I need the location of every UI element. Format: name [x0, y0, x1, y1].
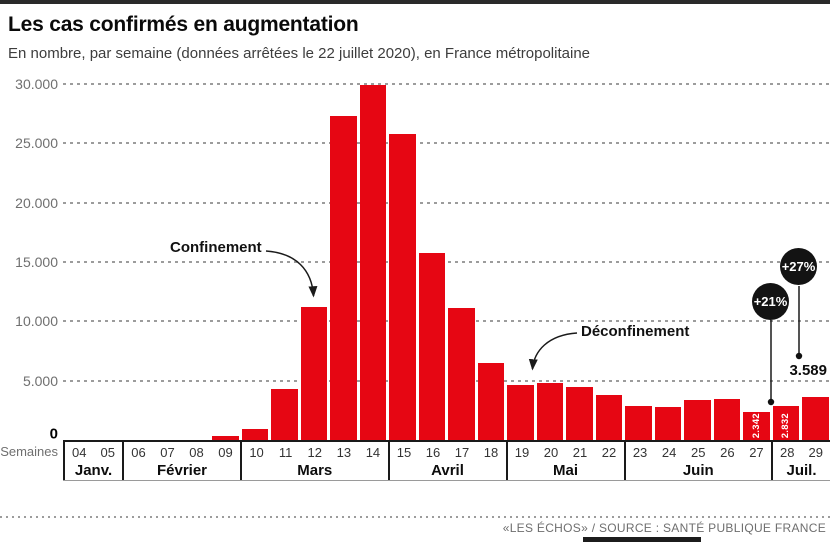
month-label: Janv. [74, 462, 113, 479]
week-tick-label: 08 [189, 445, 204, 460]
week-tick-label: 07 [160, 445, 175, 460]
x-axis-band: 04 05 Janv. 06 07 08 09 Février 10 11 12 13 14 Mars 15… [63, 440, 830, 481]
month-group-avril: 15 16 17 18 Avril [387, 442, 506, 480]
month-label: Juin [682, 462, 714, 479]
bar-week-13 [330, 116, 357, 440]
bar-week-17 [448, 308, 475, 440]
page-subtitle: En nombre, par semaine (données arrêtées… [8, 45, 590, 62]
bar-value-label-week-28: 2.832 [780, 412, 791, 438]
week-tick-label: 14 [365, 445, 381, 460]
bar-week-27: 2.342 [743, 412, 770, 440]
y-tick-label-5000: 5.000 [22, 372, 58, 389]
week-tick-label: 10 [249, 445, 264, 460]
bar-week-26 [713, 399, 740, 440]
confinement-annotation: Confinement [170, 239, 262, 256]
bar-week-18 [477, 362, 504, 440]
week-tick-label: 15 [396, 445, 412, 460]
week-tick-label: 21 [572, 445, 588, 460]
bar-week-12 [300, 307, 327, 440]
footer-divider [0, 516, 830, 518]
confinement-arrow [265, 250, 318, 298]
month-label: Février [156, 462, 208, 479]
gridline-5000 [63, 379, 830, 382]
month-group-juil: 28 29 Juil. [771, 442, 830, 480]
pct-change-badge-week28: +21% [752, 283, 789, 320]
week-tick-label: 06 [131, 445, 146, 460]
pct27-pointer-dot [795, 352, 803, 360]
y-tick-label-30000: 30.000 [15, 76, 58, 92]
bar-week-09 [212, 436, 239, 440]
y-tick-label-20000: 20.000 [15, 194, 58, 211]
bar-week-14 [359, 85, 386, 440]
bar-value-label-week-27: 2.342 [750, 412, 762, 438]
month-label: Juil. [786, 462, 817, 479]
page-title: Les cas confirmés en augmentation [8, 13, 359, 36]
week-tick-label: 13 [336, 445, 352, 460]
gridline-25000 [63, 142, 830, 145]
month-label: Avril [431, 462, 464, 479]
top-border-strip [0, 0, 830, 4]
bar-week-19 [507, 385, 534, 440]
month-group-janv: 04 05 Janv. [63, 442, 122, 480]
week-tick-label: 23 [632, 445, 648, 460]
deconfinement-annotation: Déconfinement [581, 323, 690, 340]
y-tick-label-15000: 15.000 [15, 254, 58, 270]
week-tick-label: 17 [454, 445, 470, 460]
gridline-15000 [63, 261, 830, 263]
week-tick-label: 04 [72, 445, 87, 460]
week-tick-label: 16 [425, 445, 441, 460]
week-tick-label: 19 [514, 445, 530, 460]
bar-week-20 [536, 383, 563, 440]
gridline-10000 [63, 320, 830, 323]
bar-week-15 [389, 133, 416, 440]
week-tick-label: 27 [749, 445, 764, 460]
month-label: Mai [552, 462, 578, 479]
week-tick-label: 12 [307, 445, 322, 460]
month-label: Mars [297, 462, 333, 479]
deconfinement-arrow [528, 332, 578, 371]
last-value-label: 3.589 [789, 362, 827, 379]
bar-week-25 [684, 400, 711, 440]
week-tick-label: 05 [100, 445, 115, 460]
week-tick-label: 22 [601, 445, 617, 460]
source-credit: «LES ÉCHOS» / SOURCE : SANTÉ PUBLIQUE FR… [502, 521, 826, 535]
week-tick-label: 29 [808, 445, 823, 460]
week-tick-label: 28 [780, 445, 795, 460]
bar-week-23 [625, 405, 652, 440]
pct21-pointer-dot [767, 398, 775, 406]
bar-week-29 [802, 397, 829, 440]
bottom-cropped-strip [583, 537, 701, 542]
week-tick-label: 26 [720, 445, 735, 460]
y-tick-label-25000: 25.000 [15, 135, 58, 152]
month-group-juin: 23 24 25 26 27 Juin [623, 442, 772, 480]
bar-week-22 [595, 394, 622, 440]
month-group-mars: 10 11 12 13 14 Mars [240, 442, 388, 480]
month-group-fvrier: 06 07 08 09 Février [122, 442, 240, 480]
bar-week-21 [566, 387, 593, 440]
pct-change-badge-week29: +27% [780, 248, 817, 285]
gridline-30000 [63, 83, 830, 85]
gridline-20000 [63, 201, 830, 204]
y-tick-label-0: 0 [49, 425, 58, 443]
bar-week-28: 2.832 [772, 406, 799, 440]
x-axis-title: Semaines [0, 444, 58, 459]
month-group-mai: 19 20 21 22 Mai [505, 442, 624, 480]
bar-week-11 [271, 389, 298, 440]
y-tick-label-10000: 10.000 [15, 313, 58, 330]
bar-week-10 [241, 428, 268, 440]
week-tick-label: 20 [543, 445, 559, 460]
week-tick-label: 18 [483, 445, 499, 460]
bar-week-16 [418, 252, 445, 440]
week-tick-label: 24 [661, 445, 677, 460]
bar-week-24 [654, 407, 681, 440]
week-tick-label: 09 [218, 445, 233, 460]
week-tick-label: 25 [691, 445, 706, 460]
week-tick-label: 11 [278, 445, 293, 460]
